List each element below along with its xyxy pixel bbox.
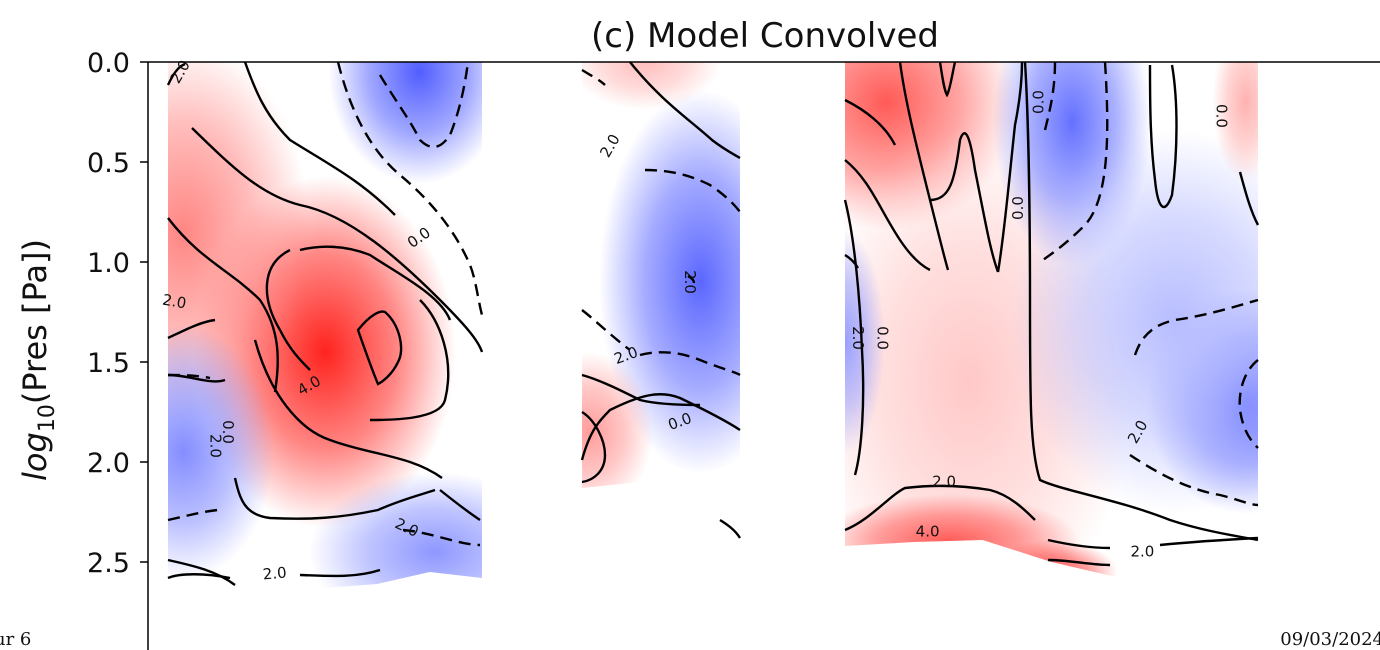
field-region — [309, 472, 482, 594]
contour-line — [898, 61, 950, 271]
contour-label: 2.0 — [849, 326, 867, 350]
contour-line — [191, 127, 484, 353]
contour-label: 2.0 — [932, 473, 956, 491]
panel-right — [845, 62, 1258, 578]
contour-line — [1148, 64, 1178, 209]
footer-page-label: ur 6 — [0, 629, 32, 650]
contour-line-negative — [581, 68, 606, 86]
contour-label: 0.0 — [219, 420, 237, 444]
contour-line — [299, 568, 381, 578]
contour-line-negative — [644, 168, 741, 213]
contour-line — [356, 310, 403, 386]
contour-line-negative — [1129, 454, 1259, 507]
y-axis-label: log10(Pres [Pa]) — [16, 239, 60, 481]
contour-label: 2.0 — [262, 563, 287, 583]
contour-line — [167, 573, 231, 580]
field-region — [845, 230, 885, 454]
contour-line — [299, 245, 452, 321]
contour-line-negative — [336, 61, 484, 316]
contour-line-negative — [687, 274, 696, 284]
field-region — [985, 540, 1118, 578]
contour-line — [1238, 171, 1260, 226]
chart-title: (c) Model Convolved — [591, 16, 939, 56]
contour-line — [929, 132, 1000, 273]
contour-line — [167, 558, 236, 586]
contour-line — [1023, 61, 1259, 542]
y-ticks: 0.0 0.5 1.0 1.5 2.0 2.5 3.0 — [87, 48, 148, 650]
contour-line — [1047, 538, 1111, 550]
y-tick-label: 1.5 — [87, 348, 130, 379]
contour-line — [843, 199, 865, 476]
panel-field — [845, 62, 1258, 578]
contour-label: 2.0 — [161, 291, 188, 313]
contour-line — [581, 373, 701, 407]
contour-line — [167, 217, 279, 393]
panel-left — [168, 62, 482, 594]
contour-line — [166, 62, 186, 86]
field-region — [582, 352, 654, 512]
contour-line-negative — [581, 309, 631, 351]
contour-line-negative — [1238, 359, 1259, 449]
y-tick-label: 0.0 — [87, 48, 130, 79]
contour-label: 0.0 — [1030, 90, 1048, 114]
contour-line — [253, 339, 443, 479]
field-region — [582, 62, 722, 110]
contour-label: 2.0 — [1130, 543, 1154, 561]
field-region — [328, 62, 482, 184]
contour-line — [938, 61, 957, 98]
contour-line — [369, 299, 450, 422]
contour-line — [233, 477, 436, 520]
panel-field — [582, 62, 740, 546]
y-tick-label: 0.5 — [87, 148, 130, 179]
contour-label: 4.0 — [916, 523, 940, 541]
field-region — [1010, 130, 1258, 514]
contour-line — [844, 159, 931, 272]
field-region — [1212, 62, 1258, 182]
contour-line — [243, 61, 396, 216]
contour-line-negative — [639, 351, 741, 377]
field-region — [599, 90, 740, 474]
contour-line — [719, 518, 742, 539]
field-region — [168, 62, 310, 424]
axes: 0.0 0.5 1.0 1.5 2.0 2.5 3.0 log10(Pres [Pa]) — [16, 48, 1380, 650]
contour-line-negative — [1133, 298, 1259, 356]
contour-line — [844, 484, 1036, 532]
field-region — [168, 324, 275, 580]
panel-middle — [582, 62, 740, 546]
contour-line — [167, 318, 216, 340]
contour-label: 2.0 — [207, 434, 225, 458]
contour-line — [844, 98, 897, 146]
contour-line-negative — [1043, 61, 1057, 131]
panel-field — [168, 62, 482, 594]
contour-line — [629, 61, 741, 160]
contour-label: 2.0 — [681, 270, 699, 294]
contour-label: 0.0 — [874, 326, 892, 350]
contour-lines — [166, 61, 1260, 586]
contour-line — [844, 253, 860, 269]
contour-line — [581, 410, 607, 484]
y-tick-label: 3.0 — [87, 648, 130, 650]
contour-line — [1159, 536, 1259, 547]
contour-label: 0.0 — [1212, 104, 1230, 128]
y-tick-label: 2.0 — [87, 448, 130, 479]
contour-line-negative — [167, 508, 221, 522]
contour-line — [439, 489, 481, 521]
contour-line-negative — [167, 373, 211, 380]
footer-date: 09/03/2024 — [1280, 629, 1380, 650]
contour-line — [1047, 558, 1111, 567]
contour-line-negative — [402, 528, 481, 547]
contour-line — [996, 61, 1024, 273]
y-tick-label: 2.5 — [87, 548, 130, 579]
contour-label: 0.0 — [1009, 196, 1027, 220]
y-tick-label: 1.0 — [87, 248, 130, 279]
contour-line-negative — [378, 61, 470, 149]
contour-line — [265, 248, 311, 371]
